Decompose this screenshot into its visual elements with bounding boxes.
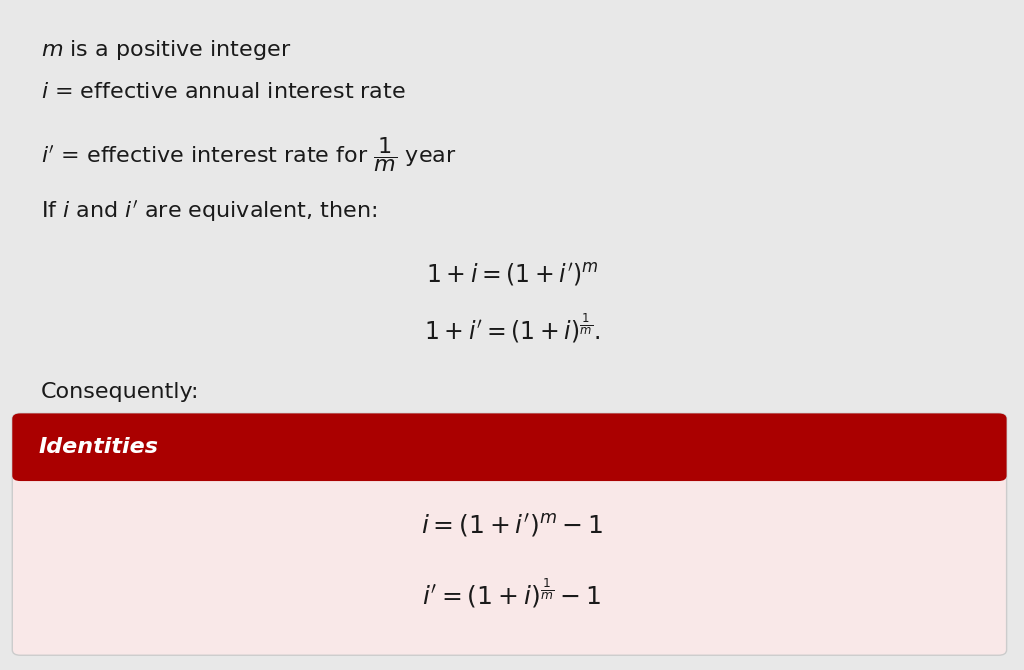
Text: $i = (1 + i^{\prime})^{m} - 1$: $i = (1 + i^{\prime})^{m} - 1$ <box>421 513 603 539</box>
Text: $i^{\prime}$ = effective interest rate for $\dfrac{1}{m}$ year: $i^{\prime}$ = effective interest rate f… <box>41 135 457 174</box>
Text: $i^{\prime} = (1 + i)^{\frac{1}{m}} - 1$: $i^{\prime} = (1 + i)^{\frac{1}{m}} - 1$ <box>422 576 602 610</box>
Text: $m$ is a positive integer: $m$ is a positive integer <box>41 38 291 62</box>
Text: $1 + i^{\prime} = (1 + i)^{\frac{1}{m}}.$: $1 + i^{\prime} = (1 + i)^{\frac{1}{m}}.… <box>424 312 600 345</box>
Bar <box>20 448 998 476</box>
FancyBboxPatch shape <box>12 413 1007 655</box>
FancyBboxPatch shape <box>12 413 1007 481</box>
Text: $1 + i = (1 + i^{\prime})^{m}$: $1 + i = (1 + i^{\prime})^{m}$ <box>426 261 598 288</box>
Text: $i$ = effective annual interest rate: $i$ = effective annual interest rate <box>41 82 406 103</box>
Text: Consequently:: Consequently: <box>41 382 200 402</box>
Text: Identities: Identities <box>39 438 159 457</box>
Text: If $i$ and $i^{\prime}$ are equivalent, then:: If $i$ and $i^{\prime}$ are equivalent, … <box>41 198 377 224</box>
